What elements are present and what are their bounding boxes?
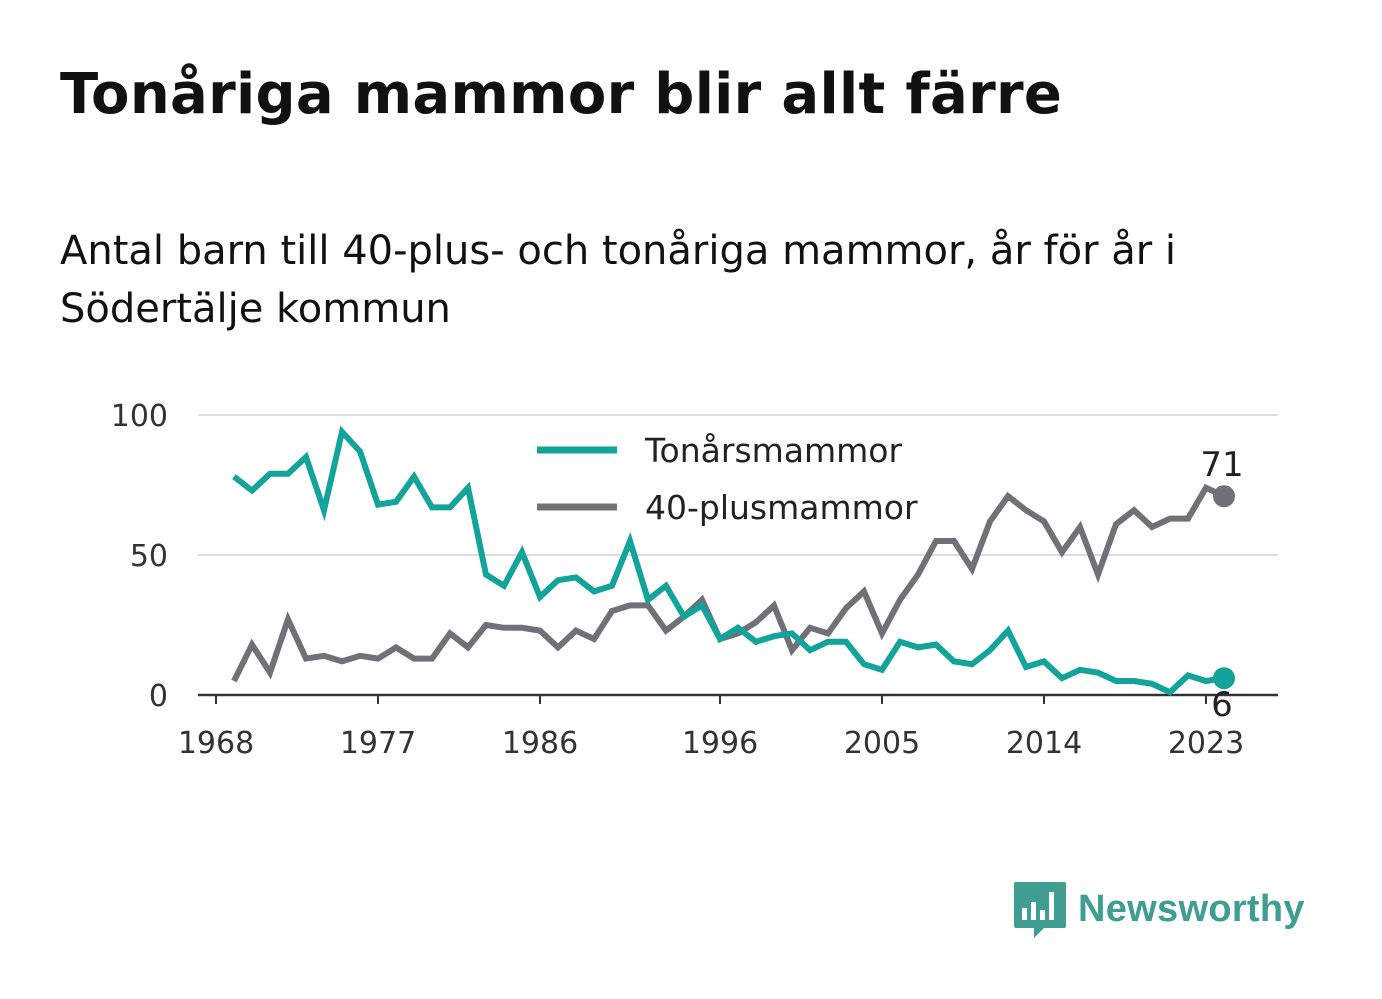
x-tick-label: 2023 <box>1168 726 1244 761</box>
end-point-40-plusmammor <box>1213 485 1235 508</box>
x-axis-labels: 1968 1977 1986 1996 2005 2014 2023 <box>178 726 1244 761</box>
y-tick-label: 50 <box>130 539 168 574</box>
x-tick-label: 1996 <box>682 726 758 761</box>
end-label-tonarsmammor: 6 <box>1211 685 1233 725</box>
chart-subtitle: Antal barn till 40-plus- och tonåriga ma… <box>60 228 1177 332</box>
x-tick-label: 2005 <box>844 726 920 761</box>
series-lines <box>231 425 1226 696</box>
y-tick-label: 0 <box>149 679 168 714</box>
legend: Tonårsmammor 40-plusmammor <box>537 431 918 527</box>
legend-label-tonarsmammor: Tonårsmammor <box>644 431 902 470</box>
chart-title: Tonåriga mammor blir allt färre <box>60 62 1063 127</box>
x-tick-label: 1986 <box>502 726 578 761</box>
series-line-tonarsmammor <box>232 425 1225 696</box>
x-axis <box>198 693 1278 704</box>
x-tick-label: 2014 <box>1006 726 1082 761</box>
end-point-tonarsmammor <box>1213 667 1235 690</box>
end-label-40-plusmammor: 71 <box>1200 445 1243 485</box>
y-axis-labels: 0 50 100 <box>111 399 168 714</box>
x-tick-label: 1977 <box>340 726 416 761</box>
newsworthy-logo: Newsworthy <box>1012 880 1305 938</box>
end-points: 6 71 <box>1200 445 1243 725</box>
gridlines <box>198 414 1278 556</box>
bar-chart-speech-bubble-icon <box>1014 882 1066 938</box>
brand-name: Newsworthy <box>1078 887 1305 930</box>
x-tick-label: 1968 <box>178 726 254 761</box>
legend-label-40-plusmammor: 40-plusmammor <box>645 488 918 527</box>
y-tick-label: 100 <box>111 399 168 434</box>
